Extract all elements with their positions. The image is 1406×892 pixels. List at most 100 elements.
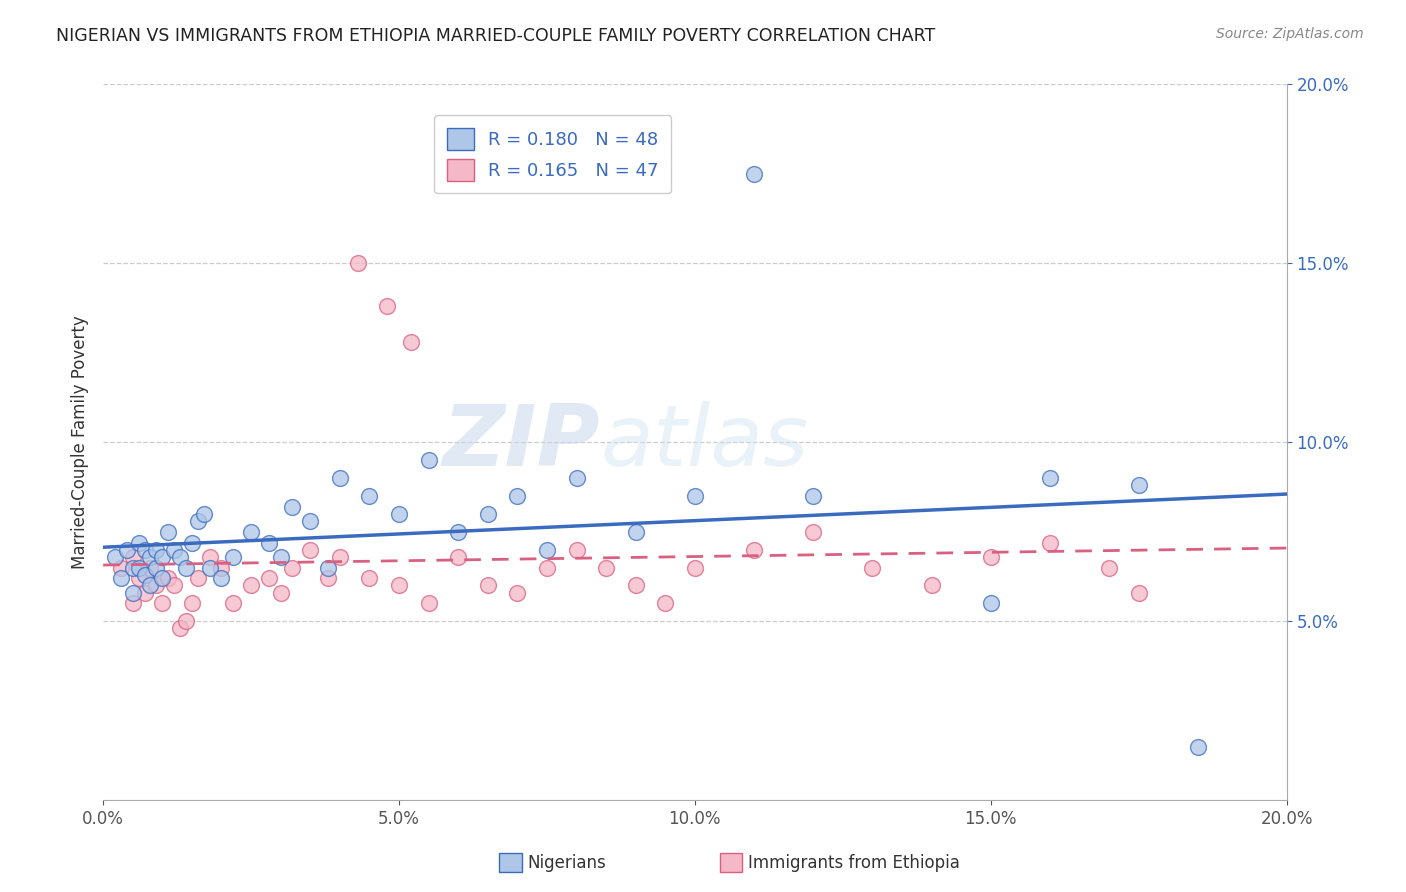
Point: [187, 571, 209, 585]
Point: [359, 571, 381, 585]
Point: [624, 578, 647, 592]
Point: [257, 571, 280, 585]
Text: atlas: atlas: [600, 401, 808, 483]
Point: [134, 585, 156, 599]
Point: [110, 571, 132, 585]
Point: [375, 299, 398, 313]
Text: Source: ZipAtlas.com: Source: ZipAtlas.com: [1216, 27, 1364, 41]
Legend: R = 0.180   N = 48, R = 0.165   N = 47: R = 0.180 N = 48, R = 0.165 N = 47: [434, 115, 672, 194]
Point: [1187, 739, 1209, 754]
Point: [980, 596, 1002, 610]
Point: [150, 596, 173, 610]
Point: [211, 560, 233, 574]
Point: [565, 471, 588, 485]
Point: [921, 578, 943, 592]
Point: [1128, 478, 1150, 492]
Point: [683, 489, 706, 503]
Point: [187, 514, 209, 528]
Point: [1098, 560, 1121, 574]
Y-axis label: Married-Couple Family Poverty: Married-Couple Family Poverty: [72, 316, 89, 569]
Text: ZIP: ZIP: [443, 401, 600, 483]
Point: [346, 256, 368, 270]
Point: [157, 524, 180, 539]
Point: [654, 596, 676, 610]
Point: [169, 549, 191, 564]
Point: [104, 549, 127, 564]
Point: [128, 571, 150, 585]
Text: Immigrants from Ethiopia: Immigrants from Ethiopia: [748, 854, 960, 871]
Point: [169, 622, 191, 636]
Point: [1039, 471, 1062, 485]
Point: [222, 549, 245, 564]
Point: [388, 507, 411, 521]
Point: [506, 489, 529, 503]
Point: [240, 524, 263, 539]
Point: [359, 489, 381, 503]
Point: [134, 567, 156, 582]
Point: [174, 560, 197, 574]
Point: [980, 549, 1002, 564]
Point: [145, 542, 167, 557]
Point: [145, 560, 167, 574]
Point: [180, 535, 202, 549]
Point: [281, 500, 304, 514]
Point: [128, 560, 150, 574]
Point: [329, 471, 352, 485]
Point: [742, 542, 765, 557]
Point: [801, 524, 824, 539]
Point: [198, 560, 221, 574]
Point: [316, 571, 339, 585]
Point: [121, 560, 143, 574]
Point: [163, 542, 186, 557]
Point: [121, 585, 143, 599]
Point: [624, 524, 647, 539]
Point: [536, 560, 558, 574]
Point: [222, 596, 245, 610]
Point: [115, 542, 138, 557]
Point: [180, 596, 202, 610]
Point: [388, 578, 411, 592]
Point: [447, 549, 470, 564]
Point: [157, 571, 180, 585]
Point: [193, 507, 215, 521]
Point: [121, 549, 143, 564]
Point: [211, 571, 233, 585]
Point: [110, 560, 132, 574]
Point: [257, 535, 280, 549]
Point: [506, 585, 529, 599]
Point: [477, 507, 499, 521]
Point: [316, 560, 339, 574]
Point: [565, 542, 588, 557]
Point: [134, 542, 156, 557]
Point: [683, 560, 706, 574]
Point: [299, 542, 322, 557]
Point: [536, 542, 558, 557]
Point: [281, 560, 304, 574]
Point: [150, 571, 173, 585]
Point: [447, 524, 470, 539]
Point: [1128, 585, 1150, 599]
Point: [145, 578, 167, 592]
Point: [801, 489, 824, 503]
Point: [742, 167, 765, 181]
Point: [270, 585, 292, 599]
Point: [1039, 535, 1062, 549]
Point: [329, 549, 352, 564]
Point: [163, 578, 186, 592]
Point: [128, 535, 150, 549]
Point: [150, 549, 173, 564]
Point: [174, 614, 197, 628]
Point: [139, 549, 162, 564]
Point: [139, 560, 162, 574]
Point: [399, 335, 422, 350]
Point: [418, 453, 440, 467]
Point: [477, 578, 499, 592]
Text: NIGERIAN VS IMMIGRANTS FROM ETHIOPIA MARRIED-COUPLE FAMILY POVERTY CORRELATION C: NIGERIAN VS IMMIGRANTS FROM ETHIOPIA MAR…: [56, 27, 935, 45]
Point: [860, 560, 883, 574]
Point: [418, 596, 440, 610]
Point: [198, 549, 221, 564]
Point: [299, 514, 322, 528]
Point: [121, 596, 143, 610]
Point: [139, 578, 162, 592]
Point: [270, 549, 292, 564]
